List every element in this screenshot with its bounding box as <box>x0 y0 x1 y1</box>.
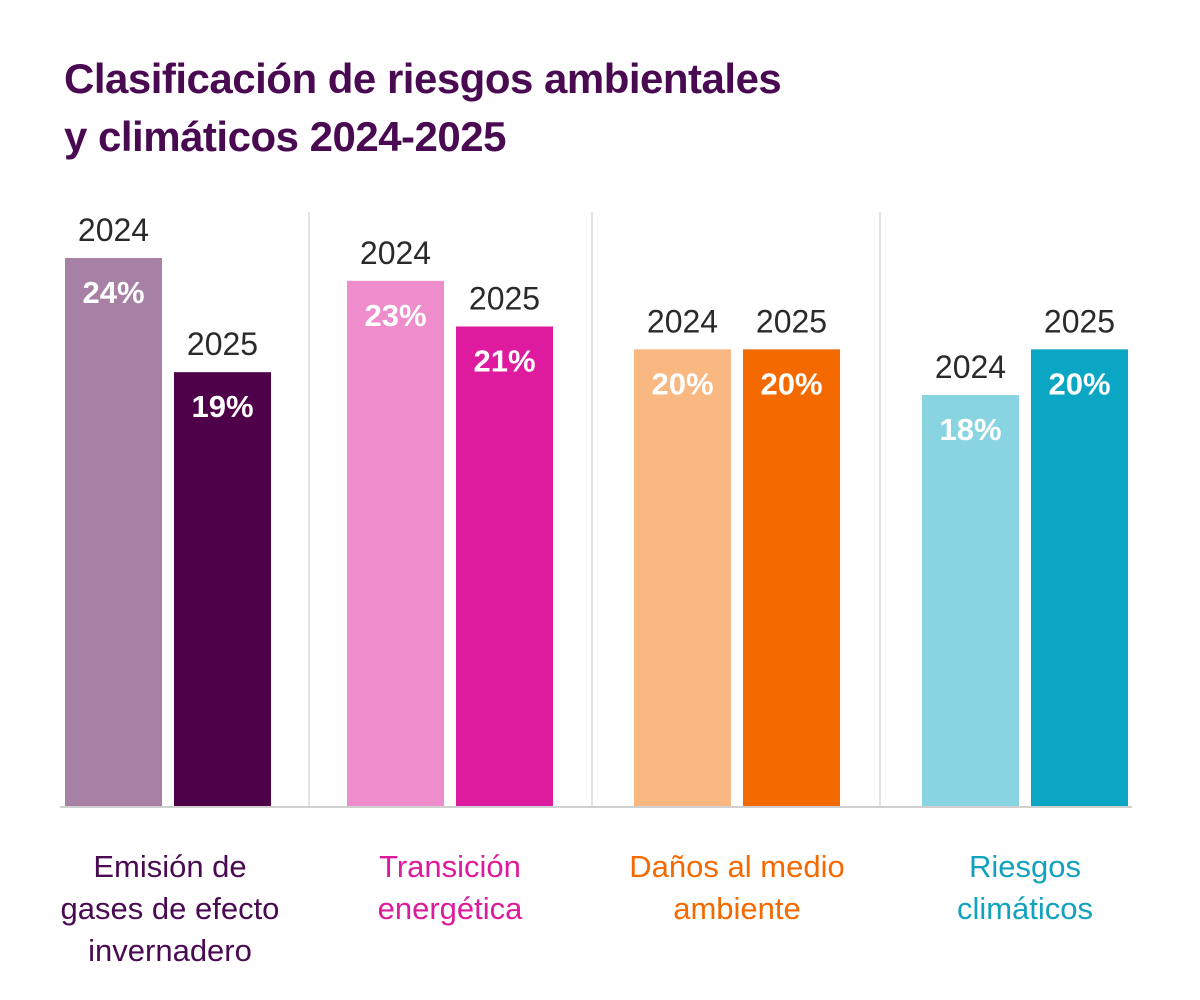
bar-3-2024 <box>634 349 731 806</box>
category-label-2: Transición energética <box>310 846 590 930</box>
bar-value-label-3-2025: 20% <box>760 366 822 401</box>
category-label-3: Daños al medio ambiente <box>597 846 877 930</box>
category-label-1-line-2: gases de efecto <box>60 891 280 926</box>
category-label-4: Riesgos climáticos <box>885 846 1165 930</box>
category-label-1-line-1: Emisión de <box>93 849 247 884</box>
bar-value-label-1-2024: 24% <box>82 275 144 310</box>
chart-title-line-1: Clasificación de riesgos ambientales <box>64 55 782 102</box>
bar-group-1: 2024 24% 2025 19% <box>65 212 271 806</box>
category-label-4-line-1: Riesgos <box>969 849 1081 884</box>
category-label-4-line-2: climáticos <box>956 891 1094 926</box>
category-label-2-line-2: energética <box>377 891 523 926</box>
bar-year-label-3-2025: 2025 <box>756 303 827 339</box>
bar-2-2024 <box>347 280 444 806</box>
bar-year-label-4-2025: 2025 <box>1044 303 1115 339</box>
bar-4-2025 <box>1031 349 1128 806</box>
bar-3-2025 <box>743 349 840 806</box>
bar-value-label-4-2024: 18% <box>939 412 1001 447</box>
bar-2-2025 <box>456 326 553 806</box>
bar-year-label-4-2024: 2024 <box>935 349 1006 385</box>
bar-year-label-3-2024: 2024 <box>647 303 718 339</box>
bar-year-label-2-2025: 2025 <box>469 281 540 317</box>
category-label-2-line-1: Transición <box>379 849 521 884</box>
category-label-1-line-3: invernadero <box>88 933 252 968</box>
bar-value-label-2-2024: 23% <box>364 298 426 333</box>
bar-year-label-2-2024: 2024 <box>360 235 431 271</box>
bar-group-3: 2024 20% 2025 20% <box>634 303 840 806</box>
bar-group-2: 2024 23% 2025 21% <box>347 235 553 806</box>
bar-1-2025 <box>174 372 271 806</box>
bar-year-label-1-2025: 2025 <box>187 326 258 362</box>
category-label-1: Emisión de gases de efecto invernadero <box>30 846 310 972</box>
chart-title: Clasificación de riesgos ambientales y c… <box>64 50 1064 166</box>
bar-group-4: 2024 18% 2025 20% <box>922 303 1128 806</box>
bar-1-2024 <box>65 258 162 806</box>
bar-value-label-4-2025: 20% <box>1048 366 1110 401</box>
category-label-3-line-1: Daños al medio <box>629 849 845 884</box>
bar-4-2024 <box>922 395 1019 806</box>
bar-value-label-2-2025: 21% <box>473 344 535 379</box>
bar-year-label-1-2024: 2024 <box>78 212 149 248</box>
category-label-3-line-2: ambiente <box>673 891 801 926</box>
bar-value-label-3-2024: 20% <box>651 366 713 401</box>
bar-value-label-1-2025: 19% <box>191 389 253 424</box>
chart-title-line-2: y climáticos 2024-2025 <box>64 113 506 160</box>
